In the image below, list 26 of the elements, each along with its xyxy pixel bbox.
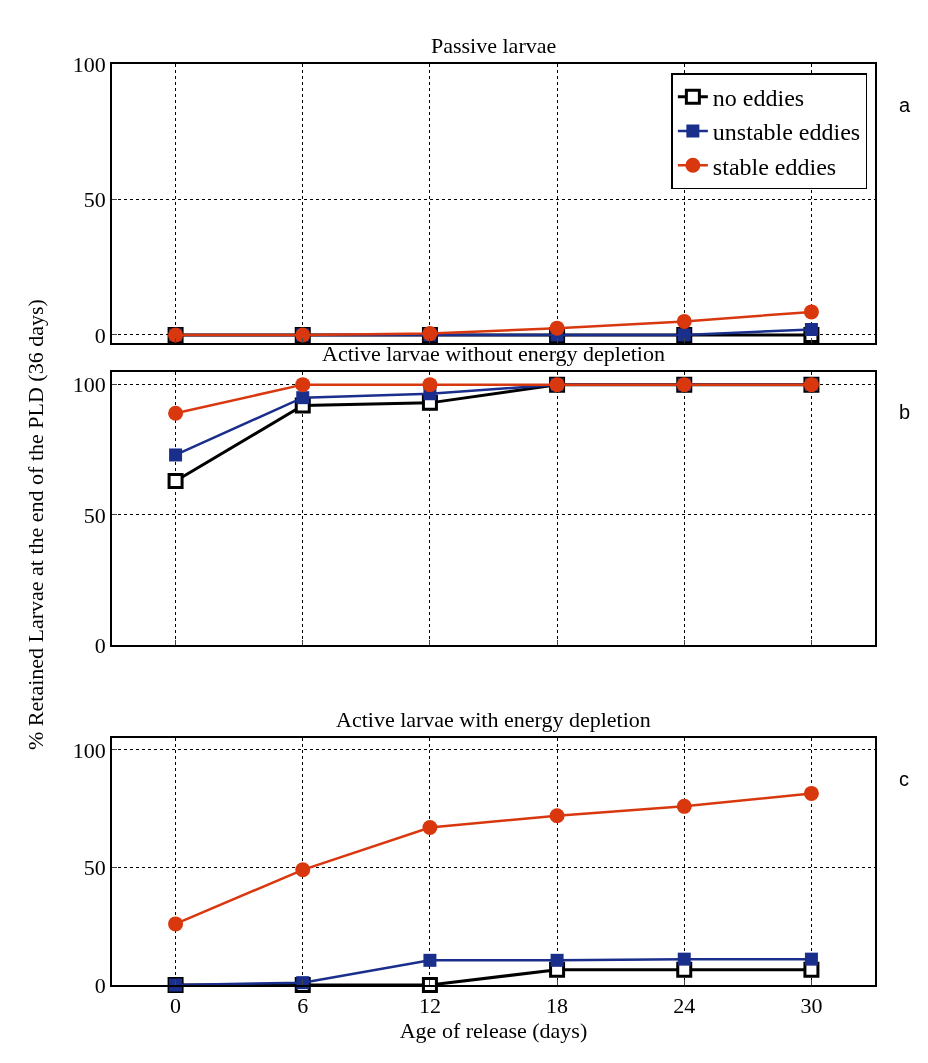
x-tick-label: 6	[297, 993, 309, 1019]
y-tick-label: 0	[94, 632, 106, 658]
x-tick-label: 30	[800, 993, 823, 1019]
y-tick-label: 50	[83, 502, 106, 528]
x-tick-label: 18	[546, 993, 569, 1019]
legend-label: stable eddies	[712, 153, 837, 180]
chart-title: Passive larvae	[431, 33, 557, 58]
y-tick-label: 0	[94, 322, 106, 348]
text: a	[899, 94, 911, 116]
legend-label: unstable eddies	[712, 119, 861, 146]
y-tick-label: 50	[83, 187, 106, 213]
y-tick-label: 100	[72, 51, 106, 77]
y-axis-title: % Retained Larvae at the end of the PLD (36 days)	[23, 299, 48, 750]
chart-title: Active larvae without energy depletion	[322, 341, 665, 366]
legend-label: no eddies	[712, 85, 805, 112]
text: c	[899, 768, 909, 790]
y-tick-label: 100	[72, 737, 106, 763]
x-tick-label: 0	[170, 993, 182, 1019]
y-tick-label: 0	[94, 972, 106, 998]
y-tick-label: 50	[83, 855, 106, 881]
chart-title: Active larvae with energy depletion	[336, 707, 651, 732]
x-tick-label: 24	[673, 993, 696, 1019]
text: b	[899, 401, 911, 423]
y-tick-label: 100	[72, 372, 106, 398]
x-tick-label: 12	[418, 993, 441, 1019]
x-axis-title: Age of release (days)	[399, 1018, 588, 1044]
